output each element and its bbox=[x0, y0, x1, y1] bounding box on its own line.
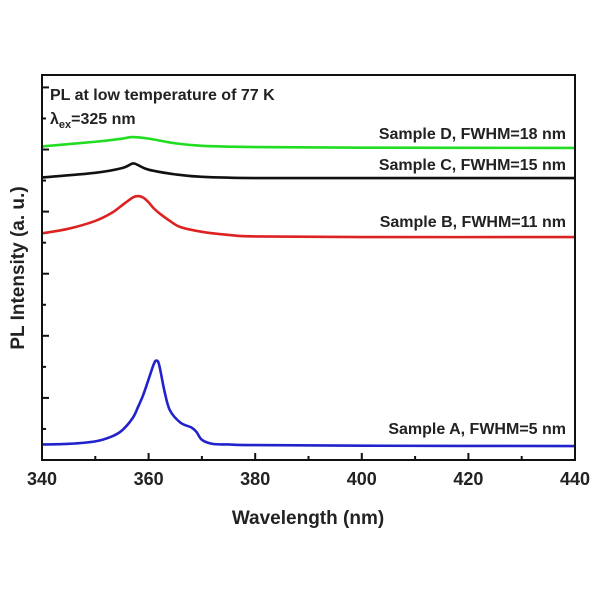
series-label-a: Sample A, FWHM=5 nm bbox=[388, 421, 566, 438]
y-axis-label: PL Intensity (a. u.) bbox=[8, 186, 29, 349]
series-label-b: Sample B, FWHM=11 nm bbox=[380, 214, 566, 231]
x-tick-label: 340 bbox=[27, 469, 57, 489]
x-tick-label: 420 bbox=[453, 469, 483, 489]
condition-annotation: PL at low temperature of 77 K bbox=[50, 87, 275, 104]
series-line-a bbox=[41, 359, 576, 448]
series-line-c bbox=[41, 162, 575, 180]
excitation-annotation: λex=325 nm bbox=[50, 111, 136, 131]
x-tick-label: 400 bbox=[347, 469, 377, 489]
series-label-c: Sample C, FWHM=15 nm bbox=[379, 157, 566, 174]
x-tick-label: 440 bbox=[560, 469, 590, 489]
x-tick-label: 380 bbox=[240, 469, 270, 489]
x-tick-label: 360 bbox=[134, 469, 164, 489]
series-label-d: Sample D, FWHM=18 nm bbox=[379, 126, 566, 143]
series-line-b bbox=[41, 194, 576, 239]
series-line-d bbox=[41, 135, 576, 150]
x-axis-label: Wavelength (nm) bbox=[232, 508, 384, 529]
